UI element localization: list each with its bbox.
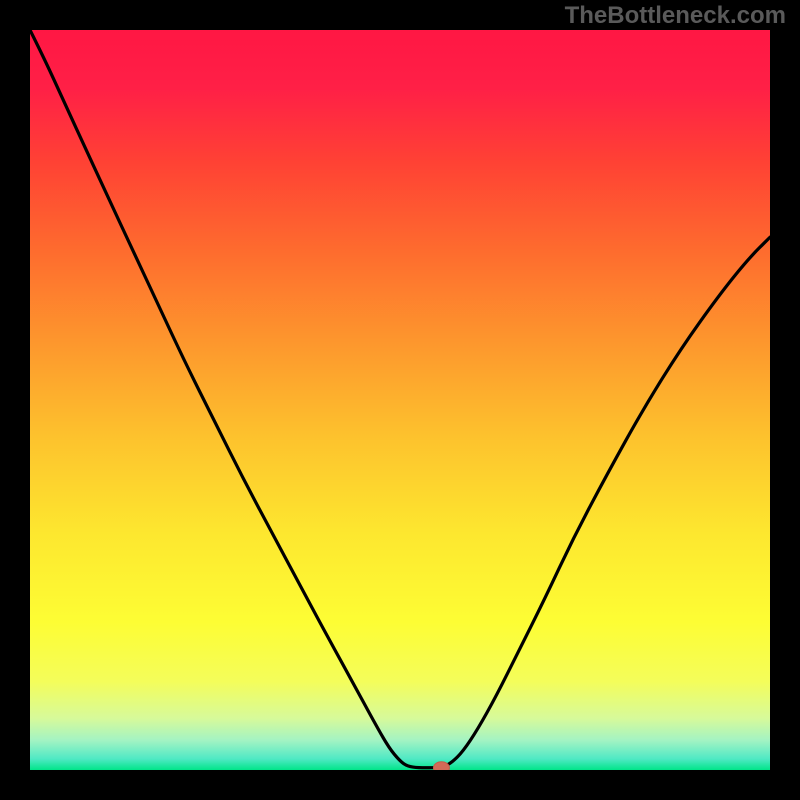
chart-plot: [30, 30, 770, 770]
chart-stage: TheBottleneck.com: [0, 0, 800, 800]
watermark-text: TheBottleneck.com: [565, 2, 786, 30]
gradient-background: [30, 30, 770, 770]
minimum-marker: [433, 762, 449, 770]
